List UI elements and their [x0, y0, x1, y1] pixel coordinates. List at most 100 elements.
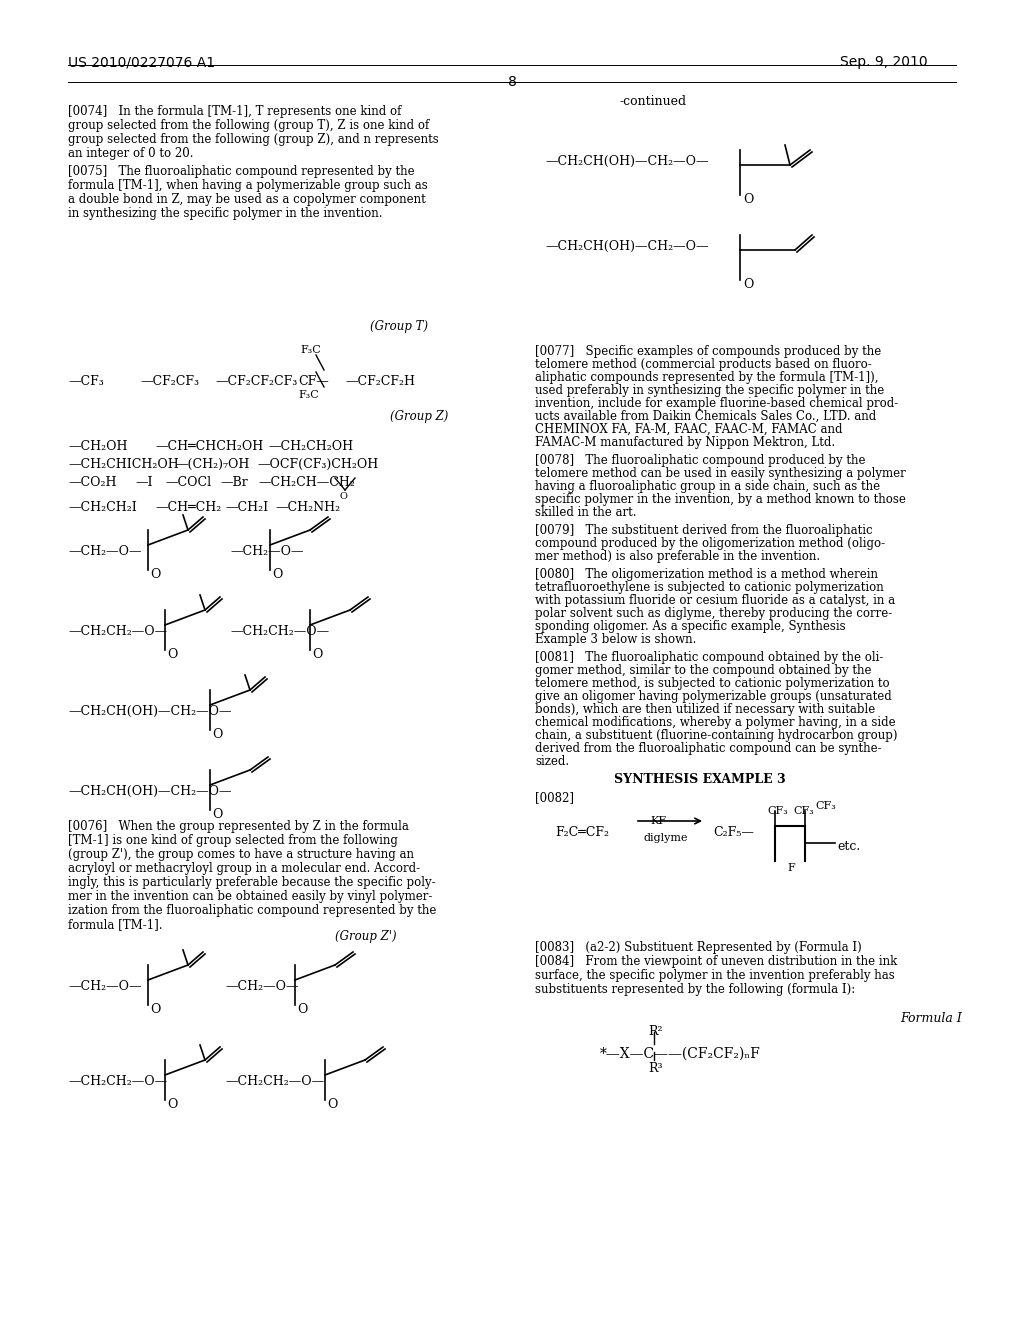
- Text: gomer method, similar to the compound obtained by the: gomer method, similar to the compound ob…: [535, 664, 871, 677]
- Text: ization from the fluoroaliphatic compound represented by the: ization from the fluoroaliphatic compoun…: [68, 904, 436, 917]
- Text: —CH₂CH₂—O—: —CH₂CH₂—O—: [225, 1074, 325, 1088]
- Text: bonds), which are then utilized if necessary with suitable: bonds), which are then utilized if neces…: [535, 704, 876, 715]
- Text: (Group T): (Group T): [370, 319, 428, 333]
- Text: formula [TM-1].: formula [TM-1].: [68, 917, 163, 931]
- Text: O: O: [743, 279, 754, 290]
- Text: C₂F₅—: C₂F₅—: [713, 826, 754, 840]
- Text: invention, include for example fluorine-based chemical prod-: invention, include for example fluorine-…: [535, 397, 898, 411]
- Text: [0077]   Specific examples of compounds produced by the: [0077] Specific examples of compounds pr…: [535, 345, 882, 358]
- Text: —CH₂CH₂—O—: —CH₂CH₂—O—: [68, 1074, 167, 1088]
- Text: F₂C═CF₂: F₂C═CF₂: [555, 826, 609, 840]
- Text: O: O: [327, 1098, 337, 1111]
- Text: O: O: [167, 648, 177, 661]
- Text: (Group Z): (Group Z): [390, 411, 449, 422]
- Text: —CH₂CH₂I: —CH₂CH₂I: [68, 502, 137, 513]
- Text: O: O: [297, 1003, 307, 1016]
- Text: sponding oligomer. As a specific example, Synthesis: sponding oligomer. As a specific example…: [535, 620, 846, 634]
- Text: O: O: [150, 1003, 161, 1016]
- Text: formula [TM-1], when having a polymerizable group such as: formula [TM-1], when having a polymeriza…: [68, 180, 428, 191]
- Text: Formula I: Formula I: [900, 1012, 962, 1026]
- Text: —I: —I: [135, 477, 153, 488]
- Text: KF: KF: [650, 816, 667, 826]
- Text: etc.: etc.: [837, 840, 860, 853]
- Text: chemical modifications, whereby a polymer having, in a side: chemical modifications, whereby a polyme…: [535, 715, 896, 729]
- Text: O: O: [212, 808, 222, 821]
- Text: CF₃: CF₃: [815, 801, 836, 810]
- Text: O: O: [212, 729, 222, 741]
- Text: skilled in the art.: skilled in the art.: [535, 506, 637, 519]
- Text: [0078]   The fluoroaliphatic compound produced by the: [0078] The fluoroaliphatic compound prod…: [535, 454, 865, 467]
- Text: CHEMINOX FA, FA-M, FAAC, FAAC-M, FAMAC and: CHEMINOX FA, FA-M, FAAC, FAAC-M, FAMAC a…: [535, 422, 843, 436]
- Text: O: O: [150, 568, 161, 581]
- Text: an integer of 0 to 20.: an integer of 0 to 20.: [68, 147, 194, 160]
- Text: CF—: CF—: [298, 375, 329, 388]
- Text: —CF₃: —CF₃: [68, 375, 103, 388]
- Text: O: O: [743, 193, 754, 206]
- Text: —Br: —Br: [220, 477, 248, 488]
- Text: —CO₂H: —CO₂H: [68, 477, 117, 488]
- Text: —CF₂CF₂H: —CF₂CF₂H: [345, 375, 415, 388]
- Text: mer in the invention can be obtained easily by vinyl polymer-: mer in the invention can be obtained eas…: [68, 890, 432, 903]
- Text: —CH₂CH(OH)—CH₂—O—: —CH₂CH(OH)—CH₂—O—: [545, 154, 709, 168]
- Text: FAMAC-M manufactured by Nippon Mektron, Ltd.: FAMAC-M manufactured by Nippon Mektron, …: [535, 436, 836, 449]
- Text: —CH₂—O—: —CH₂—O—: [68, 545, 141, 558]
- Text: group selected from the following (group T), Z is one kind of: group selected from the following (group…: [68, 119, 429, 132]
- Text: R³: R³: [648, 1063, 663, 1074]
- Text: [0075]   The fluoroaliphatic compound represented by the: [0075] The fluoroaliphatic compound repr…: [68, 165, 415, 178]
- Text: O: O: [272, 568, 283, 581]
- Text: CF₃: CF₃: [767, 807, 787, 816]
- Text: —(CH₂)₇OH: —(CH₂)₇OH: [175, 458, 250, 471]
- Text: —CH₂CH(OH)—CH₂—O—: —CH₂CH(OH)—CH₂—O—: [68, 785, 231, 799]
- Text: —CH═CHCH₂OH: —CH═CHCH₂OH: [155, 440, 263, 453]
- Text: derived from the fluoroaliphatic compound can be synthe-: derived from the fluoroaliphatic compoun…: [535, 742, 882, 755]
- Text: CF₃: CF₃: [793, 807, 814, 816]
- Text: —CF₂CF₃: —CF₂CF₃: [140, 375, 199, 388]
- Text: specific polymer in the invention, by a method known to those: specific polymer in the invention, by a …: [535, 492, 906, 506]
- Text: [TM-1] is one kind of group selected from the following: [TM-1] is one kind of group selected fro…: [68, 834, 398, 847]
- Text: -continued: -continued: [620, 95, 687, 108]
- Text: ucts available from Daikin Chemicals Sales Co., LTD. and: ucts available from Daikin Chemicals Sal…: [535, 411, 877, 422]
- Text: [0074]   In the formula [TM-1], T represents one kind of: [0074] In the formula [TM-1], T represen…: [68, 106, 401, 117]
- Text: telomere method, is subjected to cationic polymerization to: telomere method, is subjected to cationi…: [535, 677, 890, 690]
- Text: 8: 8: [508, 75, 516, 88]
- Text: —CH₂CH(OH)—CH₂—O—: —CH₂CH(OH)—CH₂—O—: [545, 240, 709, 253]
- Text: R²: R²: [648, 1026, 663, 1038]
- Text: —CH₂CH—CH₂: —CH₂CH—CH₂: [258, 477, 355, 488]
- Text: sized.: sized.: [535, 755, 569, 768]
- Text: —CH₂OH: —CH₂OH: [68, 440, 128, 453]
- Text: Sep. 9, 2010: Sep. 9, 2010: [840, 55, 928, 69]
- Text: —COCl: —COCl: [165, 477, 211, 488]
- Text: substituents represented by the following (formula I):: substituents represented by the followin…: [535, 983, 855, 997]
- Text: —CH₂CH₂OH: —CH₂CH₂OH: [268, 440, 353, 453]
- Text: give an oligomer having polymerizable groups (unsaturated: give an oligomer having polymerizable gr…: [535, 690, 892, 704]
- Text: chain, a substituent (fluorine-containing hydrocarbon group): chain, a substituent (fluorine-containin…: [535, 729, 897, 742]
- Text: —OCF(CF₃)CH₂OH: —OCF(CF₃)CH₂OH: [257, 458, 378, 471]
- Text: in synthesizing the specific polymer in the invention.: in synthesizing the specific polymer in …: [68, 207, 383, 220]
- Text: group selected from the following (group Z), and n represents: group selected from the following (group…: [68, 133, 438, 147]
- Text: compound produced by the oligomerization method (oligo-: compound produced by the oligomerization…: [535, 537, 885, 550]
- Text: acryloyl or methacryloyl group in a molecular end. Accord-: acryloyl or methacryloyl group in a mole…: [68, 862, 420, 875]
- Text: F₃C: F₃C: [300, 345, 321, 355]
- Text: telomere method can be used in easily synthesizing a polymer: telomere method can be used in easily sy…: [535, 467, 906, 480]
- Text: —CH₂—O—: —CH₂—O—: [68, 979, 141, 993]
- Text: —CH₂CH₂—O—: —CH₂CH₂—O—: [230, 624, 329, 638]
- Text: (Group Z'): (Group Z'): [335, 931, 396, 942]
- Text: [0084]   From the viewpoint of uneven distribution in the ink: [0084] From the viewpoint of uneven dist…: [535, 954, 897, 968]
- Text: having a fluoroaliphatic group in a side chain, such as the: having a fluoroaliphatic group in a side…: [535, 480, 880, 492]
- Text: polar solvent such as diglyme, thereby producing the corre-: polar solvent such as diglyme, thereby p…: [535, 607, 892, 620]
- Text: ingly, this is particularly preferable because the specific poly-: ingly, this is particularly preferable b…: [68, 876, 435, 888]
- Text: —CH₂I: —CH₂I: [225, 502, 268, 513]
- Text: —CH₂CH₂—O—: —CH₂CH₂—O—: [68, 624, 167, 638]
- Text: —CF₂CF₂CF₃: —CF₂CF₂CF₃: [215, 375, 297, 388]
- Text: diglyme: diglyme: [643, 833, 687, 843]
- Text: [0081]   The fluoroaliphatic compound obtained by the oli-: [0081] The fluoroaliphatic compound obta…: [535, 651, 884, 664]
- Text: a double bond in Z, may be used as a copolymer component: a double bond in Z, may be used as a cop…: [68, 193, 426, 206]
- Text: [0083]   (a2-2) Substituent Represented by (Formula I): [0083] (a2-2) Substituent Represented by…: [535, 941, 862, 954]
- Text: F: F: [787, 863, 795, 873]
- Text: F₃C: F₃C: [298, 389, 318, 400]
- Text: *—X—C——(CF₂CF₂)ₙF: *—X—C——(CF₂CF₂)ₙF: [600, 1047, 761, 1061]
- Text: [0082]: [0082]: [535, 791, 574, 804]
- Text: [0080]   The oligomerization method is a method wherein: [0080] The oligomerization method is a m…: [535, 568, 878, 581]
- Text: aliphatic compounds represented by the formula [TM-1]),: aliphatic compounds represented by the f…: [535, 371, 879, 384]
- Text: (group Z'), the group comes to have a structure having an: (group Z'), the group comes to have a st…: [68, 847, 414, 861]
